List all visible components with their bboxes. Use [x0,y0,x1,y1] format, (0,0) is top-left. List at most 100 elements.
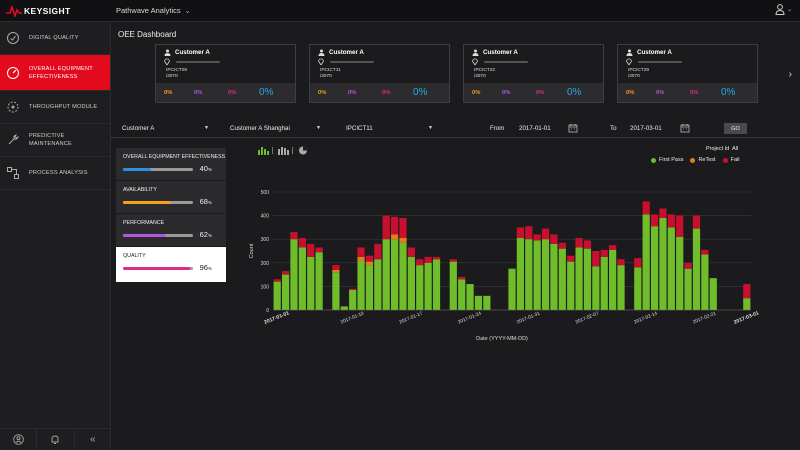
x-tick-label: 2017-02-14 [633,311,658,326]
double-chevron-left-icon: « [90,434,96,445]
bar-segment [315,247,323,253]
tester-card[interactable]: Customer A IPCICT29 i3070 0% 0% 0% 0% [617,44,758,103]
bar-segment [692,228,701,310]
x-tick-label: 2017-01-24 [457,311,482,326]
bar-segment [659,208,667,218]
bar-segment [709,278,717,310]
sidebar-item-predictive-maintenance[interactable]: PREDICTIVE MAINTENANCE [0,124,110,157]
tester-card[interactable]: Customer A IPCICT22 i3070 0% 0% 0% 0% [463,44,604,103]
from-date-input[interactable]: 2017-01-01 [519,125,551,132]
collapse-sidebar-button[interactable]: « [75,429,111,450]
bar-segment [340,306,348,310]
sidebar-item-digital-quality[interactable]: DIGITAL QUALITY [0,22,110,55]
calendar-icon[interactable] [680,123,690,133]
bar-segment [332,272,340,310]
bar-segment [449,261,457,310]
bar-segment [617,265,625,310]
legend-item[interactable]: Fail [722,157,739,163]
notifications-button[interactable] [37,429,75,450]
bar-segment [642,201,650,215]
tester-card[interactable]: Customer A IPCICT11 i3070 0% 0% 0% 0% [309,44,450,103]
kpi-oee[interactable]: OVERALL EQUIPMENT EFFECTIVENESS 40% [116,148,226,181]
kpi-panel: OVERALL EQUIPMENT EFFECTIVENESS 40% AVAI… [116,148,226,283]
bar-segment [701,249,709,255]
bell-icon [52,435,59,444]
bar-segment [432,259,441,310]
calendar-icon[interactable] [568,123,578,133]
caret-down-icon: ▼ [316,125,321,131]
legend-label: First Pass [659,157,684,163]
legend-item[interactable]: ReTest [690,157,716,163]
sidebar-item-throughput[interactable]: THROUGHPUT MODULE [0,91,110,124]
project-id[interactable]: Project Id All [706,146,738,152]
bar-segment [701,254,709,310]
bar-segment [374,259,382,310]
bar-segment [424,256,432,263]
bar-segment [357,256,365,261]
card-customer: Customer A [175,49,210,56]
bar-segment [474,295,483,310]
x-tick-label: 2017-02-21 [692,311,717,326]
stacked-bar-icon[interactable] [277,146,289,155]
bar-segment [290,239,298,310]
account-button[interactable] [0,429,38,450]
sidebar-item-oee[interactable]: OVERALL EQUIPMENT EFFECTIVENESS [0,55,110,91]
bar-segment [516,227,524,239]
pie-chart-icon[interactable] [297,146,309,155]
bar-segment [449,259,457,262]
bar-segment [684,268,692,310]
card-availability: 0% [472,90,481,96]
legend-item[interactable]: First Pass [651,157,683,163]
kpi-quality[interactable]: QUALITY 96% [116,247,226,283]
card-oee: 0% [259,87,274,98]
go-button[interactable]: GO [724,123,747,134]
product-switcher[interactable]: Pathwave Analytics ⌄ [116,6,191,15]
user-menu[interactable]: ⌄ [775,4,792,15]
bar-segment [609,245,617,250]
y-axis-title: Count [249,243,255,258]
bar-segment [676,236,684,310]
kpi-track [123,267,193,270]
bar-segment [550,234,558,244]
tester-card[interactable]: Customer A IPCICT09 i3070 0% 0% 0% 0% [155,44,296,103]
bar-segment [541,228,550,240]
kpi-label: OVERALL EQUIPMENT EFFECTIVENESS [123,154,226,160]
bar-segment [332,269,340,273]
customer-select[interactable]: Customer A [122,125,155,132]
bar-segment [349,288,357,290]
card-tester: IPCICT09 [166,68,188,73]
kpi-track [123,168,193,171]
card-availability: 0% [318,90,327,96]
kpi-availability[interactable]: AVAILABILITY 68% [116,181,226,214]
bar-segment [634,267,642,310]
bar-segment [533,234,541,241]
kpi-label: PERFORMANCE [123,220,165,226]
bar-chart-icon[interactable] [257,146,269,155]
sidebar: DIGITAL QUALITY OVERALL EQUIPMENT EFFECT… [0,22,111,450]
bar-segment [281,274,290,310]
top-bar: KEYSIGHT Pathwave Analytics ⌄ ⌄ [0,0,800,22]
to-date-input[interactable]: 2017-03-01 [630,125,662,132]
tester-select[interactable]: IPCICT11 [346,125,373,132]
bar-segment [332,265,340,270]
keysight-wave-icon [6,4,22,17]
bar-segment [743,298,751,310]
x-tick-label: 2017-01-31 [516,311,541,326]
sidebar-item-label: PREDICTIVE MAINTENANCE [29,133,72,147]
kpi-performance[interactable]: PERFORMANCE 62% [116,214,226,247]
card-tester: IPCICT22 [474,68,496,73]
card-model: i3070 [628,74,640,79]
redacted-location [330,60,374,63]
keysight-logo[interactable]: KEYSIGHT [6,4,106,17]
kpi-fill [123,234,167,237]
next-cards-button[interactable]: › [789,69,792,80]
main-content: OEE Dashboard Customer A IPCICT09 i3070 … [111,22,800,450]
site-select[interactable]: Customer A Shanghai [230,125,290,132]
bar-segment [642,214,650,310]
bar-segment [550,243,558,310]
card-performance: 0% [348,90,357,96]
kpi-label: QUALITY [123,253,146,259]
kpi-fill [123,267,191,270]
sidebar-item-process-analysis[interactable]: PROCESS ANALYSIS [0,157,110,190]
card-quality: 0% [228,90,237,96]
